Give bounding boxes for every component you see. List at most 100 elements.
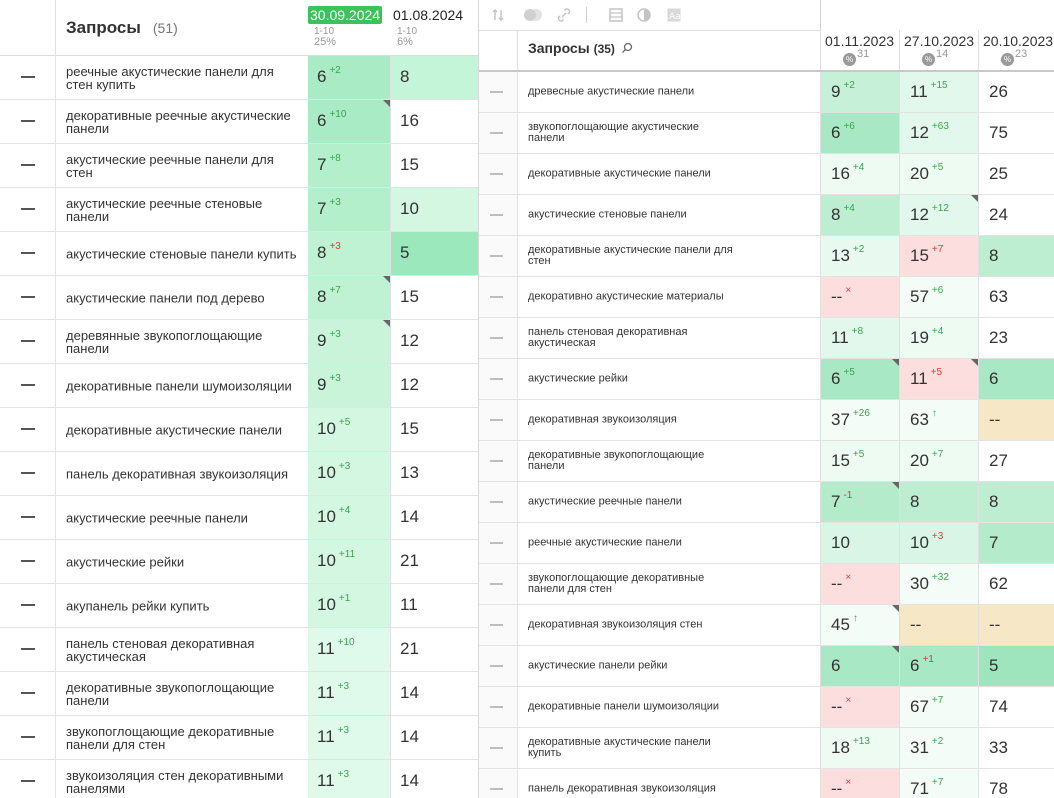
row-collapse-toggle[interactable] xyxy=(0,716,56,759)
position-cell[interactable]: 7 +8 xyxy=(308,144,391,187)
position-cell[interactable]: 26 xyxy=(978,72,1054,112)
row-collapse-toggle[interactable] xyxy=(479,728,518,768)
position-cell[interactable]: 11 +15 xyxy=(899,72,978,112)
table-row[interactable]: акустические рейки 6 +5 11 +5 6 xyxy=(479,359,1054,400)
row-collapse-toggle[interactable] xyxy=(0,144,56,187)
row-collapse-toggle[interactable] xyxy=(479,195,518,235)
row-collapse-toggle[interactable] xyxy=(0,628,56,671)
table-row[interactable]: акустические рейки 10 +11 21 xyxy=(0,540,478,584)
position-cell[interactable]: 8 +7 xyxy=(308,276,391,319)
table-row[interactable]: декоративные звукопоглощающие панели 11 +3… xyxy=(0,672,478,716)
table-row[interactable]: акустические панели рейки 6 6 +1 5 xyxy=(479,646,1054,687)
position-cell[interactable]: 8 xyxy=(899,482,978,522)
table-row[interactable]: декоративная звукоизоляция 37 +26 63 ↑ -- xyxy=(479,400,1054,441)
position-cell[interactable]: 10 +3 xyxy=(308,452,391,495)
position-cell[interactable]: -- xyxy=(978,605,1054,645)
table-row[interactable]: панель стеновая декоративная акустическа… xyxy=(479,318,1054,359)
row-collapse-toggle[interactable] xyxy=(479,482,518,522)
position-cell[interactable]: 10 xyxy=(391,188,478,231)
row-collapse-toggle[interactable] xyxy=(0,760,56,798)
position-cell[interactable]: 16 +4 xyxy=(820,154,899,194)
text-icon[interactable]: Aa xyxy=(667,8,681,22)
position-cell[interactable]: 13 xyxy=(391,452,478,495)
row-collapse-toggle[interactable] xyxy=(0,672,56,715)
position-cell[interactable]: -- × xyxy=(820,277,899,317)
position-cell[interactable]: 74 xyxy=(978,687,1054,727)
position-cell[interactable]: 15 +7 xyxy=(899,236,978,276)
position-cell[interactable]: 78 xyxy=(978,769,1054,798)
position-cell[interactable]: 9 +3 xyxy=(308,320,391,363)
position-cell[interactable]: -- × xyxy=(820,687,899,727)
position-cell[interactable]: 10 xyxy=(820,523,899,563)
row-collapse-toggle[interactable] xyxy=(479,318,518,358)
grid-icon[interactable] xyxy=(609,8,623,22)
table-row[interactable]: панель декоративная звукоизоляция -- × 71 +7… xyxy=(479,769,1054,798)
position-cell[interactable]: 6 +1 xyxy=(899,646,978,686)
table-row[interactable]: декоративные акустические панели 16 +4 20 +5… xyxy=(479,154,1054,195)
row-collapse-toggle[interactable] xyxy=(479,769,518,798)
position-cell[interactable]: 63 xyxy=(978,277,1054,317)
position-cell[interactable]: 9 +3 xyxy=(308,364,391,407)
position-cell[interactable]: 14 xyxy=(391,496,478,539)
position-cell[interactable]: 30 +32 xyxy=(899,564,978,604)
position-cell[interactable]: 7 xyxy=(978,523,1054,563)
table-row[interactable]: акустические панели под дерево 8 +7 15 xyxy=(0,276,478,320)
position-cell[interactable]: 45 ↑ xyxy=(820,605,899,645)
row-collapse-toggle[interactable] xyxy=(0,100,56,143)
table-row[interactable]: декоративные панели шумоизоляции 9 +3 12 xyxy=(0,364,478,408)
position-cell[interactable]: 15 xyxy=(391,276,478,319)
position-cell[interactable]: 6 xyxy=(820,646,899,686)
table-row[interactable]: акустические реечные панели 10 +4 14 xyxy=(0,496,478,540)
search-icon[interactable] xyxy=(621,42,633,54)
position-cell[interactable]: 71 +7 xyxy=(899,769,978,798)
position-cell[interactable]: 15 +5 xyxy=(820,441,899,481)
position-cell[interactable]: 11 +8 xyxy=(820,318,899,358)
position-cell[interactable]: 33 xyxy=(978,728,1054,768)
table-row[interactable]: реечные акустические панели 10 10 +3 7 xyxy=(479,523,1054,564)
position-cell[interactable]: 11 +10 xyxy=(308,628,391,671)
position-cell[interactable]: 10 +5 xyxy=(308,408,391,451)
row-collapse-toggle[interactable] xyxy=(479,441,518,481)
position-cell[interactable]: 75 xyxy=(978,113,1054,153)
table-row[interactable]: декоративные акустические панели для сте… xyxy=(479,236,1054,277)
position-cell[interactable]: -- × xyxy=(820,564,899,604)
position-cell[interactable]: 19 +4 xyxy=(899,318,978,358)
position-cell[interactable]: 10 +3 xyxy=(899,523,978,563)
position-cell[interactable]: 67 +7 xyxy=(899,687,978,727)
position-cell[interactable]: 10 +1 xyxy=(308,584,391,627)
row-collapse-toggle[interactable] xyxy=(0,584,56,627)
contrast-icon[interactable] xyxy=(637,8,651,22)
date-column-header-0[interactable]: 30.09.2024 1-10 25% xyxy=(308,0,390,55)
position-cell[interactable]: 11 +3 xyxy=(308,672,391,715)
date-column-header-1[interactable]: 01.08.2024 1-10 6% xyxy=(391,0,478,55)
position-cell[interactable]: 11 +3 xyxy=(308,716,391,759)
position-cell[interactable]: 18 +13 xyxy=(820,728,899,768)
position-cell[interactable]: 5 xyxy=(391,232,478,275)
position-cell[interactable]: 21 xyxy=(391,628,478,671)
position-cell[interactable]: 9 +2 xyxy=(820,72,899,112)
table-row[interactable]: декоративные звукопоглощающие панели 15 +5… xyxy=(479,441,1054,482)
position-cell[interactable]: 11 +5 xyxy=(899,359,978,399)
row-collapse-toggle[interactable] xyxy=(479,687,518,727)
position-cell[interactable]: 16 xyxy=(391,100,478,143)
position-cell[interactable]: 8 xyxy=(391,56,478,99)
row-collapse-toggle[interactable] xyxy=(479,400,518,440)
row-collapse-toggle[interactable] xyxy=(0,276,56,319)
row-collapse-toggle[interactable] xyxy=(0,408,56,451)
table-row[interactable]: декоративно акустические материалы -- × 57 +… xyxy=(479,277,1054,318)
position-cell[interactable]: -- xyxy=(978,400,1054,440)
table-row[interactable]: звукопоглощающие декоративные панели для… xyxy=(0,716,478,760)
position-cell[interactable]: 15 xyxy=(391,144,478,187)
row-collapse-toggle[interactable] xyxy=(479,646,518,686)
position-cell[interactable]: 8 xyxy=(978,482,1054,522)
position-cell[interactable]: 14 xyxy=(391,760,478,798)
position-cell[interactable]: 27 xyxy=(978,441,1054,481)
position-cell[interactable]: -- × xyxy=(820,769,899,798)
row-collapse-toggle[interactable] xyxy=(0,452,56,495)
position-cell[interactable]: 6 xyxy=(978,359,1054,399)
row-collapse-toggle[interactable] xyxy=(0,364,56,407)
row-collapse-toggle[interactable] xyxy=(0,496,56,539)
position-cell[interactable]: 8 xyxy=(978,236,1054,276)
position-cell[interactable]: 5 xyxy=(978,646,1054,686)
table-row[interactable]: звукоизоляция стен декоративными панелям… xyxy=(0,760,478,798)
